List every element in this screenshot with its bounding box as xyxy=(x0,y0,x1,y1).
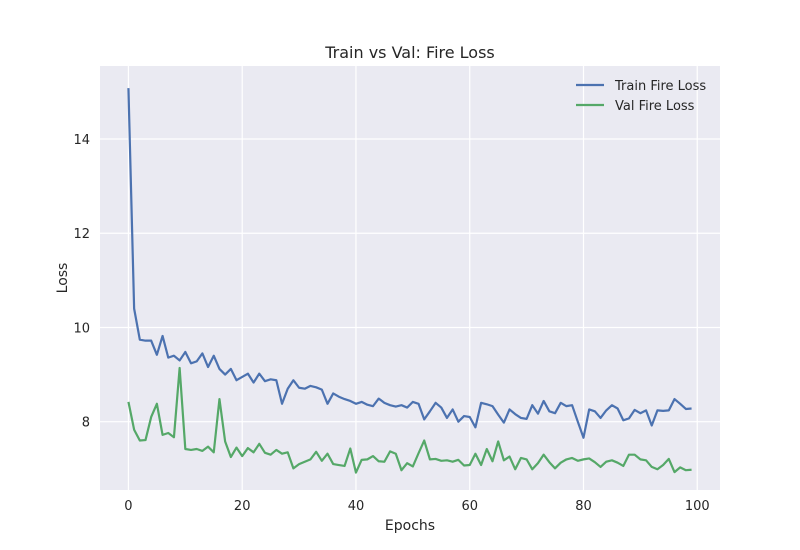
x-axis-label: Epochs xyxy=(385,518,435,534)
x-tick-label: 60 xyxy=(461,499,478,514)
x-tick-label: 40 xyxy=(348,499,365,514)
val-fire-loss-line xyxy=(127,366,692,474)
x-tick-label: 80 xyxy=(575,499,592,514)
y-tick-label: 10 xyxy=(73,321,90,336)
x-tick-labels: 0 20 40 60 80 100 xyxy=(124,499,709,514)
gridlines xyxy=(100,66,720,490)
x-tick-label: 20 xyxy=(234,499,251,514)
legend-label-val: Val Fire Loss xyxy=(615,99,695,114)
x-tick-label: 100 xyxy=(685,499,710,514)
y-axis-label: Loss xyxy=(55,263,71,294)
train-fire-loss-line xyxy=(127,88,692,439)
plot-area xyxy=(100,66,720,490)
legend: Train Fire Loss Val Fire Loss xyxy=(576,79,706,114)
series-lines xyxy=(127,88,692,474)
x-tick-label: 0 xyxy=(124,499,132,514)
legend-label-train: Train Fire Loss xyxy=(614,79,706,94)
chart-title: Train vs Val: Fire Loss xyxy=(324,43,495,62)
y-tick-labels: 8 10 12 14 xyxy=(73,133,90,431)
y-tick-label: 14 xyxy=(73,133,90,148)
y-tick-label: 8 xyxy=(82,416,90,431)
y-tick-label: 12 xyxy=(73,227,90,242)
